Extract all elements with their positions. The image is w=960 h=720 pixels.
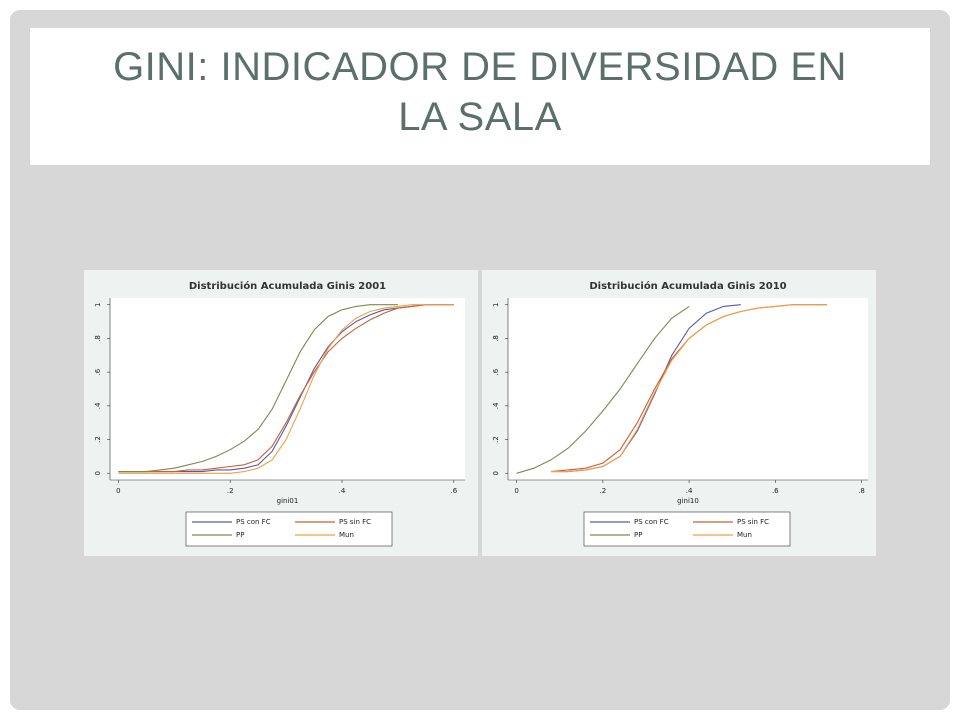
chart-title: Distribución Acumulada Ginis 2001 <box>189 280 386 292</box>
title-box: GINI: INDICADOR DE DIVERSIDAD EN LA SALA <box>30 28 930 165</box>
legend-label: PP <box>634 531 642 539</box>
slide: GINI: INDICADOR DE DIVERSIDAD EN LA SALA… <box>10 10 950 710</box>
y-tick-label: .8 <box>492 335 500 342</box>
chart: Distribución Acumulada Ginis 2010 0 .2 .4 .6… <box>482 270 876 556</box>
x-axis-label: gini10 <box>677 497 699 505</box>
x-tick-label: .2 <box>227 487 234 495</box>
chart-title: Distribución Acumulada Ginis 2010 <box>589 280 786 292</box>
x-tick-label: .4 <box>686 487 693 495</box>
x-tick-label: .8 <box>858 487 865 495</box>
line-series <box>118 304 398 473</box>
x-tick-label: 0 <box>116 487 120 495</box>
x-tick-label: .2 <box>600 487 607 495</box>
legend-label: PS con FC <box>634 518 669 526</box>
legend-label: PS sin FC <box>339 518 371 526</box>
y-tick-label: .2 <box>492 436 500 443</box>
y-tick-label: .2 <box>94 436 102 443</box>
legend <box>583 511 791 547</box>
slide-title: GINI: INDICADOR DE DIVERSIDAD EN LA SALA <box>113 45 847 139</box>
line-series <box>118 304 454 474</box>
y-tick-label: .8 <box>94 335 102 342</box>
plot-area <box>110 298 465 480</box>
legend-label: Mun <box>339 531 354 539</box>
line-series <box>551 304 827 473</box>
y-tick-label: .6 <box>492 368 500 375</box>
y-tick-label: .6 <box>94 368 102 375</box>
x-tick-label: 0 <box>514 487 518 495</box>
x-tick-label: .6 <box>772 487 779 495</box>
y-tick-label: 1 <box>94 303 102 307</box>
y-tick-label: 1 <box>492 303 500 307</box>
legend-label: Mun <box>737 531 752 539</box>
y-tick-label: 0 <box>492 471 500 475</box>
y-tick-label: 0 <box>94 471 102 475</box>
legend-label: PS sin FC <box>737 518 769 526</box>
y-tick-label: .4 <box>94 402 102 409</box>
line-series <box>118 304 454 473</box>
y-tick-label: .4 <box>492 402 500 409</box>
legend <box>185 511 393 547</box>
plot-area <box>508 298 868 480</box>
x-tick-label: .6 <box>450 487 457 495</box>
line-series <box>516 305 690 474</box>
x-tick-label: .4 <box>339 487 346 495</box>
legend-label: PS con FC <box>236 518 271 526</box>
chart: Distribución Acumulada Ginis 2001 0 .2 .4 .6… <box>84 270 478 556</box>
legend-label: PP <box>236 531 244 539</box>
x-axis-label: gini01 <box>277 497 299 505</box>
